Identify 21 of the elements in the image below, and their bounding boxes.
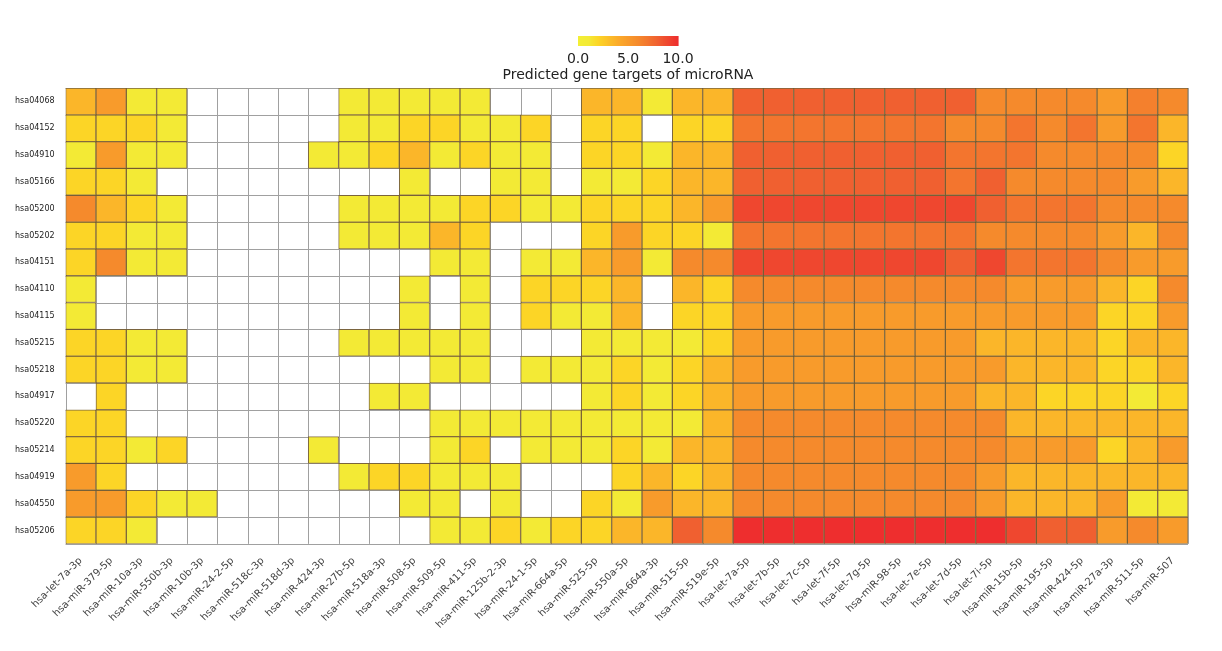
y-tick-label: hsa04910 [15,150,55,160]
color-bar-label: 0.0 [566,49,590,66]
y-tick-label: hsa04917 [15,391,55,401]
y-tick-label: hsa04550 [15,498,55,508]
color-bar-label: 10.0 [662,49,694,66]
y-tick-label: hsa04919 [15,471,55,481]
y-tick-label: hsa05214 [15,445,55,455]
y-tick-label: hsa05215 [15,337,55,347]
y-tick-label: hsa05220 [15,418,55,428]
y-tick-label: hsa04068 [15,96,55,106]
color-bar-title: Predicted gene targets of microRNA [502,65,754,82]
y-tick-label: hsa05202 [15,230,55,240]
y-tick-label: hsa04110 [15,284,55,294]
y-tick-label: hsa05218 [15,364,55,374]
y-tick-label: hsa04151 [15,257,55,267]
y-tick-label: hsa05166 [15,176,55,186]
y-tick-label: hsa04115 [15,311,55,321]
y-tick-label: hsa05200 [15,203,55,213]
y-tick-label: hsa05206 [15,525,55,535]
color-bar-label: 5.0 [616,49,640,66]
y-tick-label: hsa04152 [15,123,55,133]
